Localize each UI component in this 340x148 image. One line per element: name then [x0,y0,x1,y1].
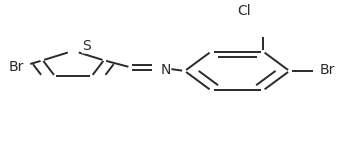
Text: N: N [160,63,171,77]
Text: Br: Br [320,63,335,77]
Text: S: S [82,39,91,53]
Text: Br: Br [8,60,24,74]
Text: Cl: Cl [237,4,251,18]
